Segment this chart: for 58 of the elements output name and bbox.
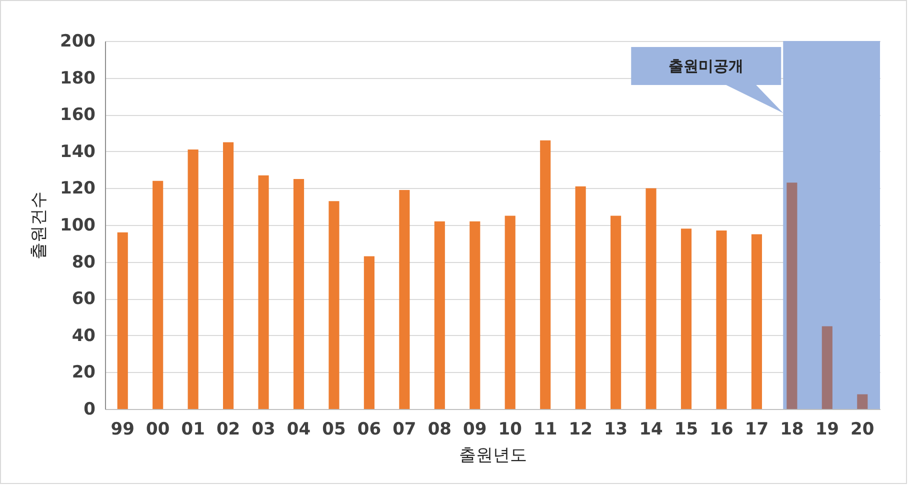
bar <box>857 394 868 409</box>
bar <box>399 190 410 409</box>
bar <box>610 216 622 409</box>
x-tick-label: 17 <box>744 420 769 440</box>
y-tick-label: 0 <box>84 400 96 420</box>
y-tick-label: 140 <box>60 142 96 162</box>
x-tick-label: 00 <box>146 420 170 440</box>
x-tick-label: 05 <box>322 420 346 440</box>
x-tick-label: 13 <box>604 420 628 440</box>
x-tick-label: 19 <box>815 420 839 440</box>
y-tick-label: 20 <box>72 362 96 383</box>
bar <box>470 221 480 409</box>
y-tick-label: 60 <box>72 289 96 310</box>
bar <box>822 326 832 409</box>
bar <box>223 142 234 409</box>
x-tick-label: 07 <box>392 420 416 440</box>
bar <box>364 256 374 409</box>
bar <box>504 216 516 409</box>
bar <box>680 228 692 409</box>
x-tick-label: 08 <box>428 420 452 440</box>
bar <box>188 150 198 409</box>
x-axis-title: 출원년도 <box>459 446 527 466</box>
bar <box>434 221 445 409</box>
bar <box>258 175 269 409</box>
y-tick-label: 100 <box>60 216 96 236</box>
x-tick-label: 16 <box>710 420 734 440</box>
x-tick-label: 20 <box>850 420 874 440</box>
y-tick-label: 40 <box>72 326 96 346</box>
bar <box>646 188 656 409</box>
band-label: 출원미공개 <box>668 57 744 75</box>
bar <box>786 182 798 409</box>
x-tick-label: 18 <box>780 420 804 440</box>
x-tick-label: 09 <box>463 420 487 440</box>
x-tick-label: 03 <box>252 420 276 440</box>
y-tick-label: 120 <box>60 178 96 199</box>
bar <box>117 232 128 409</box>
x-tick-label: 11 <box>534 420 558 440</box>
bar <box>540 140 551 409</box>
y-tick-label: 180 <box>60 68 96 88</box>
x-tick-label: 01 <box>181 420 205 440</box>
x-tick-label: 14 <box>639 420 664 440</box>
y-tick-label: 160 <box>60 105 96 126</box>
bar <box>328 201 340 409</box>
x-tick-label: 10 <box>498 420 522 440</box>
y-tick-label: 80 <box>72 252 96 272</box>
bar <box>575 186 586 409</box>
x-tick-label: 06 <box>357 420 382 440</box>
bar <box>152 180 164 409</box>
bar <box>293 179 304 409</box>
x-tick-label: 04 <box>286 420 311 440</box>
bar <box>751 234 762 409</box>
x-tick-label: 12 <box>568 420 592 440</box>
x-tick-label: 02 <box>216 420 240 440</box>
x-tick-label: 99 <box>110 420 134 440</box>
x-tick-label: 15 <box>674 420 698 440</box>
y-axis-title: 출원건수 <box>29 192 50 260</box>
bar <box>716 230 727 409</box>
y-tick-label: 200 <box>60 32 96 52</box>
